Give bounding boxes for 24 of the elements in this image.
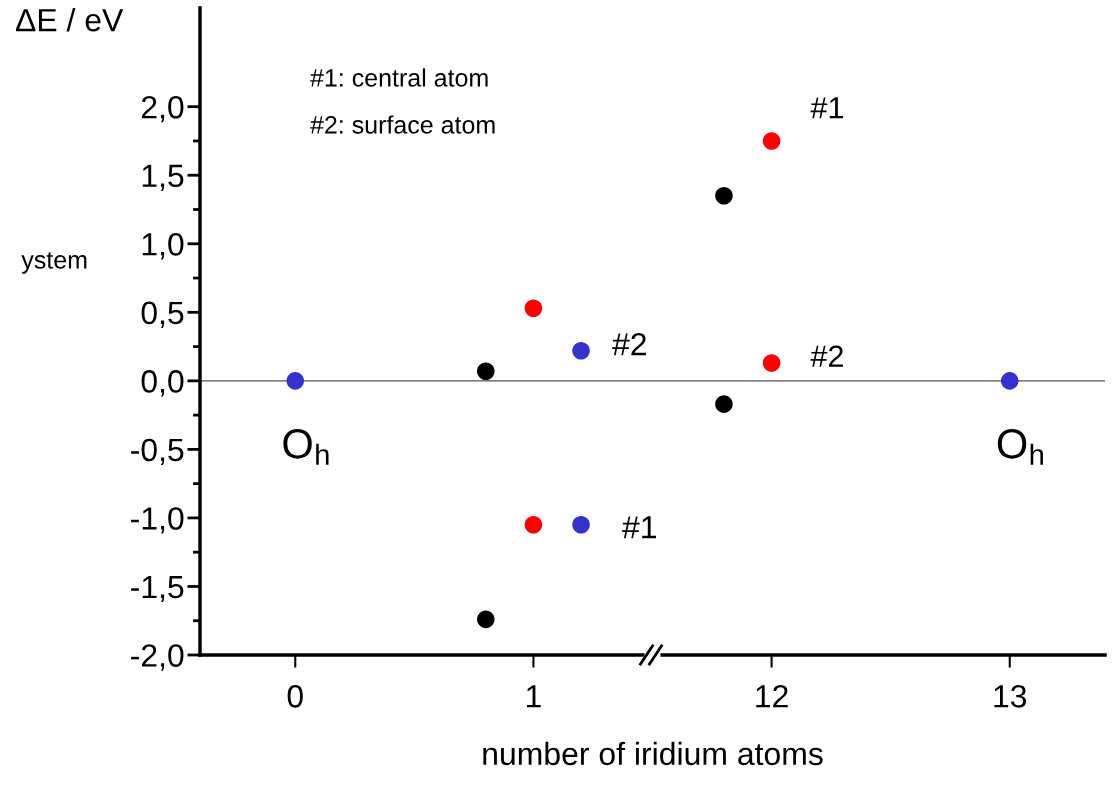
y-tick-label: 1,0 [142,233,184,260]
x-tick-label: 1 [526,685,541,708]
y-tick-label: -0,5 [131,438,184,466]
y-tick-label: 0,5 [141,301,184,328]
y-tick-label: 1,5 [142,164,184,191]
x-tick-label: 13 [994,685,1027,708]
annotation: #1 [810,97,843,119]
y-tick-label: -1,5 [131,576,184,603]
x-tick-label: 0 [287,685,303,708]
annotation: O$_{h}$ [997,429,1043,465]
x-tick-label: 12 [756,685,788,708]
annotation: #2 [612,332,646,356]
y-tick-label: 2,0 [141,95,184,123]
annotation: #1 [622,516,656,539]
text: ystem [21,252,87,274]
y-tick-label: 0,0 [141,370,184,397]
annotation: #2: surface atom [310,115,495,134]
y-axis-title: ΔE / eV [15,8,124,32]
y-tick-label: -1,0 [131,507,184,534]
annotation: #1: central atom [310,68,488,87]
annotation: O$_{h}$ [283,429,329,465]
x-axis-title: number of iridium atoms [483,741,823,766]
annotation: #2 [810,345,843,367]
y-tick-label: -2,0 [131,644,184,671]
